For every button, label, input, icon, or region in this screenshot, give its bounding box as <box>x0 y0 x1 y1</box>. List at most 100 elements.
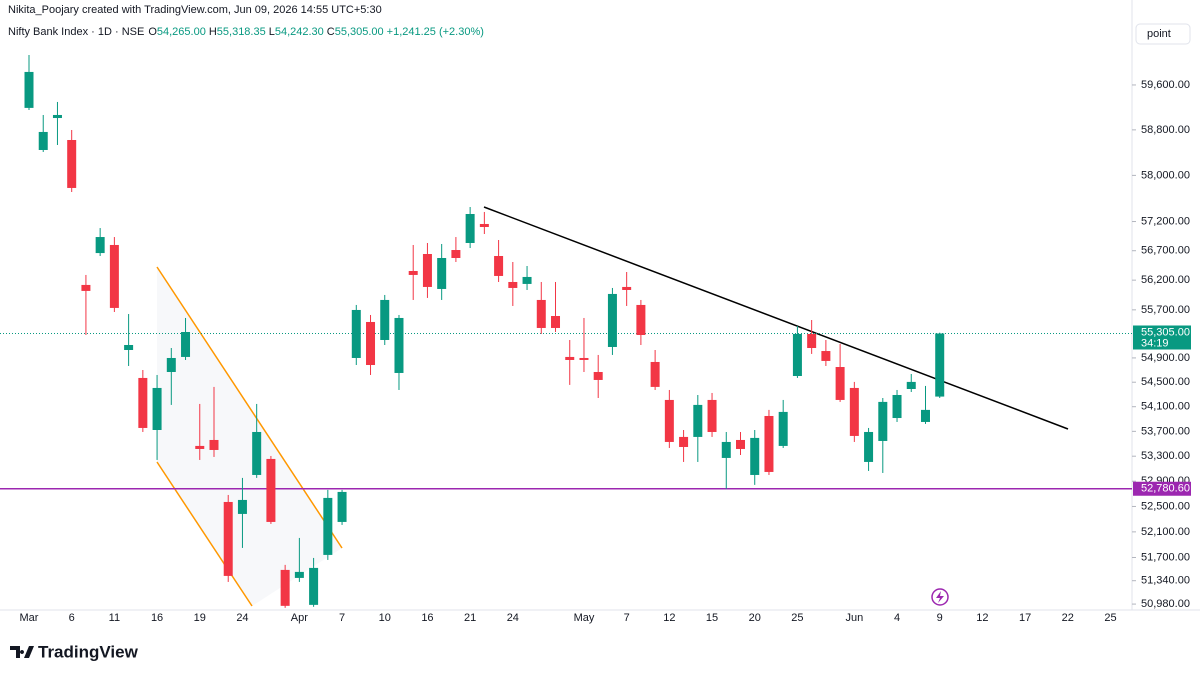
logo: TradingView <box>10 642 139 661</box>
candle-body <box>67 139 77 188</box>
channel-line <box>156 461 253 607</box>
y-tick-label: 58,000.00 <box>1141 169 1190 181</box>
last-price-box <box>1133 325 1191 350</box>
x-tick-label: 24 <box>236 612 248 624</box>
candle-body <box>679 436 689 447</box>
candle-body <box>437 257 447 289</box>
candle-body <box>209 439 219 450</box>
candle-body <box>508 281 518 288</box>
y-tick-label: 53,700.00 <box>1141 425 1190 437</box>
candle-body <box>479 223 489 228</box>
candle-body <box>38 131 48 150</box>
y-tick-label: 58,800.00 <box>1141 124 1190 136</box>
candle-body <box>664 399 674 442</box>
candle-body <box>650 361 660 387</box>
x-tick-label: 7 <box>339 612 345 624</box>
legend-key: H <box>209 26 217 38</box>
candle-body <box>593 371 603 380</box>
candle-body <box>607 293 617 347</box>
candle-body <box>152 387 162 430</box>
candle-body <box>835 367 845 400</box>
level-box <box>1133 481 1191 496</box>
legend: Nifty Bank Index · 1D · NSE O54,265.00 H55… <box>8 26 484 38</box>
candle-body <box>294 571 304 578</box>
candle-body <box>807 333 817 349</box>
legend-value: 54,242.30 <box>275 26 324 38</box>
candle-body <box>849 387 859 436</box>
candle-body <box>494 255 504 276</box>
channel-line <box>156 266 343 549</box>
candle-body <box>309 567 319 605</box>
credit: Nikita_Poojary created with TradingView.… <box>8 4 382 16</box>
candle-body <box>323 497 333 555</box>
legend-value: 55,318.35 <box>217 26 266 38</box>
candle-body <box>622 286 632 290</box>
candle-body <box>892 394 902 419</box>
x-tick-label: 12 <box>976 612 988 624</box>
candle-body <box>764 415 774 472</box>
y-tick-label: 59,600.00 <box>1141 79 1190 91</box>
y-tick-label: 53,300.00 <box>1141 450 1190 462</box>
candle-body <box>920 409 930 422</box>
scale-button-label[interactable]: point <box>1147 28 1171 40</box>
x-tick-label: 20 <box>749 612 761 624</box>
legend-key: O <box>148 26 157 38</box>
y-tick-label: 57,200.00 <box>1141 215 1190 227</box>
last-price-label: 55,305.00 <box>1141 326 1190 338</box>
y-tick-label: 54,100.00 <box>1141 401 1190 413</box>
candle-body <box>24 71 34 108</box>
candle-body <box>280 569 290 606</box>
x-tick-label: 16 <box>151 612 163 624</box>
candle-body <box>792 333 802 377</box>
candle-body <box>551 315 561 328</box>
logo-mark <box>10 646 34 658</box>
x-tick-label: 7 <box>624 612 630 624</box>
y-tick-label: 56,200.00 <box>1141 274 1190 286</box>
candle-body <box>166 357 176 372</box>
candle-body <box>579 357 589 360</box>
candle-body <box>935 333 945 397</box>
x-tick-label: 10 <box>379 612 391 624</box>
y-tick-label: 50,980.00 <box>1141 598 1190 610</box>
candle-body <box>380 299 390 340</box>
candle-body <box>565 356 575 360</box>
candle-body <box>394 317 404 373</box>
candle-body <box>536 299 546 328</box>
candle-body <box>266 458 276 522</box>
legend-value: 54,265.00 <box>157 26 206 38</box>
candle-body <box>451 250 461 258</box>
y-tick-label: 56,700.00 <box>1141 245 1190 257</box>
x-tick-label: 17 <box>1019 612 1031 624</box>
x-tick-label: 6 <box>69 612 75 624</box>
candle-body <box>109 244 119 308</box>
x-tick-label: 4 <box>894 612 900 624</box>
x-tick-label: 16 <box>421 612 433 624</box>
x-tick-label: 22 <box>1062 612 1074 624</box>
scale-button[interactable] <box>1135 23 1191 45</box>
logo-text: TradingView <box>38 642 139 661</box>
x-tick-label: 25 <box>791 612 803 624</box>
x-tick-label: 15 <box>706 612 718 624</box>
y-tick-label: 55,700.00 <box>1141 304 1190 316</box>
x-tick-label: 21 <box>464 612 476 624</box>
candle-body <box>906 381 916 389</box>
y-tick-label: 51,340.00 <box>1141 575 1190 587</box>
x-tick-label: 12 <box>663 612 675 624</box>
legend-value: 55,305.00 <box>335 26 384 38</box>
candle-body <box>366 321 376 366</box>
candle-body <box>337 491 347 522</box>
candle-body <box>181 331 191 357</box>
countdown-label: 34:19 <box>1141 337 1169 349</box>
candle-body <box>195 445 205 449</box>
legend-symbol: Nifty Bank Index · 1D · NSE <box>8 26 144 38</box>
candle-body <box>422 253 432 287</box>
y-tick-label: 54,500.00 <box>1141 376 1190 388</box>
candle-body <box>750 437 760 475</box>
x-tick-label: 11 <box>109 612 120 624</box>
candle-body <box>223 501 233 576</box>
candle-body <box>778 411 788 446</box>
candle-body <box>52 114 62 119</box>
candle-body <box>237 499 247 514</box>
y-tick-label: 52,500.00 <box>1141 500 1190 512</box>
legend-key: C <box>327 26 335 38</box>
